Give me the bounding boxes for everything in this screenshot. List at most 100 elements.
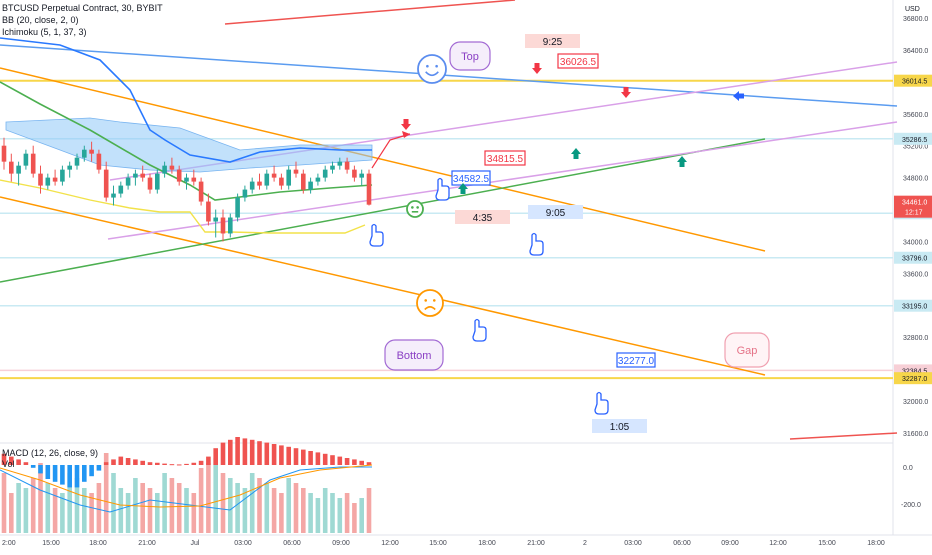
time-tick: 09:00	[332, 540, 350, 547]
price-axis: 36800.036400.036000.035600.035200.034800…	[894, 16, 932, 509]
macd-bar	[359, 460, 364, 465]
price-36026-text: 36026.5	[560, 57, 597, 68]
volume-bar	[301, 488, 306, 533]
bb-lower-line	[0, 179, 366, 234]
candle-body	[359, 173, 364, 178]
level-label-text: 33195.0	[902, 304, 927, 311]
time-tick: 06:00	[283, 540, 301, 547]
candle-body	[74, 157, 80, 166]
volume-bar	[366, 488, 372, 533]
macd-bar	[82, 465, 87, 482]
macd-bar	[52, 465, 58, 482]
macd-bar	[293, 448, 299, 465]
candle-body	[322, 169, 328, 178]
macd-bar	[16, 459, 21, 465]
candle-body	[38, 173, 43, 186]
bb-legend[interactable]: BB (20, close, 2, 0)	[2, 15, 79, 25]
macd-bar	[228, 439, 233, 465]
volume-bar	[82, 488, 87, 533]
volume-bar	[330, 493, 335, 533]
time-tick: 12:00	[769, 540, 787, 547]
macd-bar	[147, 462, 153, 465]
volume-bar	[315, 498, 321, 533]
macd-bar	[1, 453, 7, 465]
price-tick: 36800.0	[903, 16, 928, 23]
price-axis-bg	[893, 0, 932, 550]
macd-bar	[257, 441, 262, 465]
macd-bar	[60, 465, 65, 485]
candle-body	[118, 185, 124, 194]
macd-legend[interactable]: MACD (12, 26, close, 9)	[2, 448, 99, 458]
projection-arrowhead	[402, 131, 410, 138]
candle-body	[133, 173, 138, 178]
volume-bar	[213, 458, 218, 533]
down-arrow	[401, 119, 411, 130]
candle-body	[67, 165, 72, 170]
time-105-box	[592, 419, 647, 433]
volume-bar	[286, 478, 291, 533]
price-32277-text: 32277.0	[618, 356, 655, 367]
candle-body	[264, 173, 270, 186]
time-925-text: 9:25	[543, 37, 563, 48]
time-tick: 18:00	[478, 540, 496, 547]
candle-body	[344, 161, 350, 170]
smile-face-icon-eye	[426, 64, 429, 68]
level-label-text: 36014.5	[902, 79, 927, 86]
symbol-legend[interactable]: BTCUSD Perpetual Contract, 30, BYBIT	[2, 3, 163, 13]
price-tick: 35200.0	[903, 144, 928, 151]
volume-bar	[89, 493, 94, 533]
macd-bar	[89, 465, 94, 477]
price-tick: 36400.0	[903, 48, 928, 55]
level-label-box	[894, 74, 932, 87]
volume-bar	[162, 473, 167, 533]
gap-note-label: Gap	[737, 345, 758, 357]
volume-bar	[52, 488, 58, 533]
hand-pointer-icon	[594, 391, 609, 415]
price-tick: 34800.0	[903, 176, 928, 183]
candle-body	[147, 177, 153, 190]
volume-bar	[220, 473, 226, 533]
macd-bar	[322, 453, 328, 465]
price-36026-box	[557, 53, 599, 69]
price-34815-text: 34815.5	[487, 154, 524, 165]
volume-bar	[1, 473, 7, 533]
current-price-label: 34461.0	[902, 200, 927, 207]
time-tick: 09:00	[721, 540, 739, 547]
candle-body	[286, 169, 291, 186]
time-tick: 2:00	[2, 540, 16, 547]
macd-bar	[125, 458, 131, 465]
price-tick: 31600.0	[903, 431, 928, 438]
sad-face-icon	[416, 289, 444, 317]
volume-bar	[67, 473, 72, 533]
macd-bar	[337, 456, 343, 465]
level-label-box	[894, 132, 932, 145]
candle-body	[198, 181, 204, 202]
volume-bar	[125, 493, 131, 533]
candle-body	[235, 197, 240, 218]
macd-bar	[235, 437, 240, 465]
smile-face-icon-eye	[435, 64, 438, 68]
macd-bar	[242, 438, 248, 465]
signal-line	[0, 464, 373, 508]
volume-bar	[30, 478, 36, 533]
time-905-text: 9:05	[546, 208, 566, 219]
neutral-face-icon-eye	[411, 206, 414, 209]
macd-bar	[206, 456, 211, 465]
vol-legend[interactable]: Vol	[2, 459, 15, 469]
macd-pane	[0, 437, 373, 533]
price-34815-box	[484, 150, 526, 166]
macd-bar	[301, 449, 306, 465]
time-105-text: 1:05	[610, 422, 630, 433]
ichimoku-base-line	[0, 37, 372, 163]
ichimoku-legend[interactable]: Ichimoku (5, 1, 37, 3)	[2, 27, 87, 37]
candle-body	[220, 217, 226, 234]
macd-bar	[169, 464, 175, 466]
price-tick: 32000.0	[903, 399, 928, 406]
candle-body	[176, 169, 182, 182]
smile-face-icon-mouth	[425, 71, 439, 77]
time-tick: 15:00	[429, 540, 447, 547]
macd-bar	[133, 459, 138, 465]
volume-bar	[308, 493, 313, 533]
